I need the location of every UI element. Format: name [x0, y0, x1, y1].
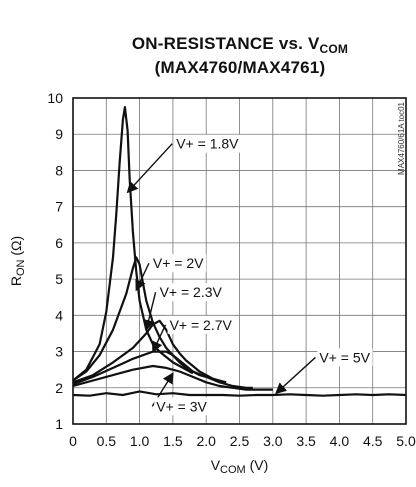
y-tick-label: 5	[55, 271, 63, 287]
annotation-arrow	[126, 143, 173, 194]
series-label-bg	[174, 134, 242, 153]
x-tick-label: 3.0	[263, 433, 283, 449]
series-line-5	[72, 390, 407, 397]
series-label-bg	[150, 254, 207, 273]
series-label-bg	[154, 397, 210, 416]
annotation-arrow	[135, 262, 150, 292]
series-label-bg	[167, 315, 235, 334]
y-tick-label: 1	[55, 416, 63, 432]
series-label-bg	[317, 348, 373, 367]
x-tick-label: 0.5	[97, 433, 117, 449]
x-tick-label: 3.5	[296, 433, 316, 449]
series-line-0	[72, 106, 194, 382]
chart-subtitle: (MAX4760/MAX4761)	[154, 58, 326, 77]
chart-title: ON-RESISTANCE vs. VCOM	[131, 34, 349, 56]
x-tick-label: 5.0	[396, 433, 416, 449]
series-label: V+ = 5V	[319, 349, 370, 365]
series-line-3	[72, 350, 253, 389]
annotation-arrow	[275, 356, 316, 395]
series-line-4	[72, 364, 273, 391]
series-label: V+ = 2.7V	[170, 317, 233, 333]
y-axis-label: RON (Ω)	[8, 236, 27, 286]
series-label: V+ = 2.3V	[160, 284, 223, 300]
x-tick-label: 2.5	[230, 433, 250, 449]
annotation-arrow	[152, 324, 167, 353]
y-tick-label: 3	[55, 344, 63, 360]
series-label: V+ = 3V	[156, 398, 207, 414]
y-tick-label: 8	[55, 162, 63, 178]
y-tick-label: 4	[55, 307, 63, 323]
series-line-2	[72, 319, 227, 384]
x-tick-label: 1.5	[163, 433, 183, 449]
annotation-arrow	[143, 292, 157, 332]
series-label: V+ = 2V	[153, 255, 204, 271]
x-tick-label: 1.0	[130, 433, 150, 449]
y-tick-label: 9	[55, 126, 63, 142]
series-label-bg	[157, 283, 225, 302]
x-tick-label: 4.0	[330, 433, 350, 449]
y-tick-label: 6	[55, 235, 63, 251]
series-label: V+ = 1.8V	[176, 136, 239, 152]
y-tick-label: 2	[55, 380, 63, 396]
x-tick-label: 2.0	[196, 433, 216, 449]
plot-frame	[72, 97, 407, 425]
x-tick-label: 4.5	[363, 433, 383, 449]
series-line-1	[72, 256, 207, 382]
x-axis-label: VCOM (V)	[211, 457, 269, 476]
y-tick-label: 10	[47, 90, 63, 106]
x-tick-label: 0	[69, 433, 77, 449]
watermark-text: MAX4760/61A toc01	[397, 101, 406, 174]
y-tick-label: 7	[55, 199, 63, 215]
